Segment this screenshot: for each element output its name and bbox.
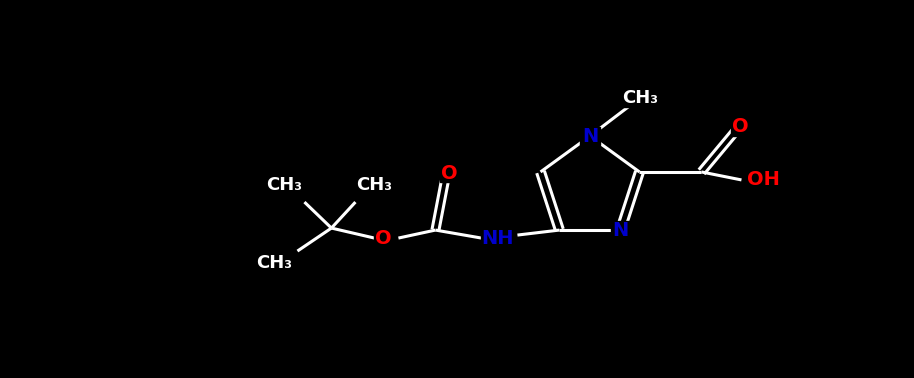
Bar (265, 176, 303, 194)
Text: N: N (582, 127, 598, 146)
Bar (580, 127, 600, 145)
Text: CH₃: CH₃ (257, 254, 292, 272)
Bar (611, 221, 631, 239)
Text: CH₃: CH₃ (356, 176, 392, 194)
Bar (255, 254, 293, 272)
Text: NH: NH (481, 229, 514, 248)
Bar (622, 89, 657, 107)
Text: N: N (612, 221, 629, 240)
Text: CH₃: CH₃ (622, 89, 658, 107)
Text: CH₃: CH₃ (267, 176, 303, 194)
Text: O: O (732, 118, 749, 136)
Bar (375, 229, 392, 247)
Bar (441, 164, 459, 182)
Bar (482, 229, 514, 247)
Text: O: O (375, 229, 392, 248)
Bar (731, 118, 749, 136)
Text: OH: OH (747, 170, 780, 189)
Text: O: O (441, 164, 458, 183)
Bar (356, 176, 393, 194)
Bar (748, 171, 780, 189)
